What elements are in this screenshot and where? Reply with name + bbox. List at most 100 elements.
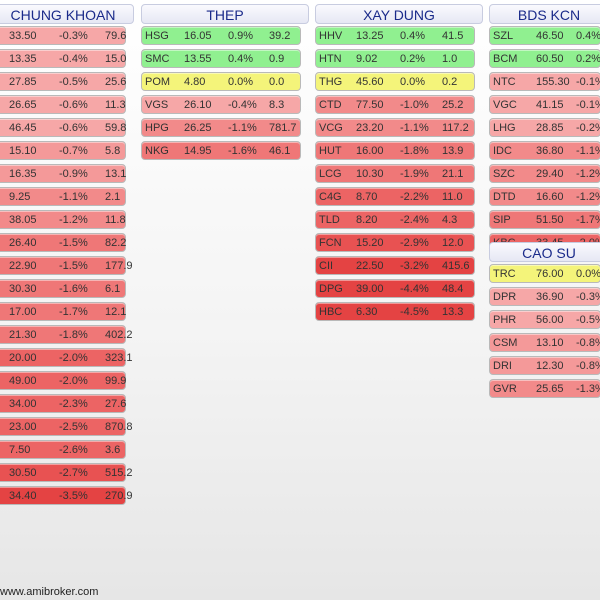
ticker-symbol: VGC (493, 99, 517, 111)
stock-row[interactable]: 9.25 -1.1% 2.1 (0, 187, 126, 206)
stock-row[interactable]: 21.30 -1.8% 402.2 (0, 325, 133, 344)
volume-value: 46.1 (269, 145, 291, 157)
ticker-symbol: LCG (319, 168, 342, 180)
volume-value: 402.2 (105, 329, 133, 341)
change-percent: -2.0% (59, 375, 88, 387)
stock-row[interactable]: CTD 77.50 -1.0% 25.2 (315, 95, 475, 114)
stock-row[interactable]: CSM 13.10 -0.8% (489, 333, 600, 352)
ticker-symbol: C4G (319, 191, 342, 203)
stock-row[interactable]: BCM 60.50 0.2% (489, 49, 600, 68)
stock-row[interactable]: 46.45 -0.6% 59.8 (0, 118, 126, 137)
price-value: 30.50 (9, 467, 37, 479)
ticker-symbol: SZL (493, 30, 514, 42)
change-percent: -3.2% (400, 260, 429, 272)
stock-row[interactable]: C4G 8.70 -2.2% 11.0 (315, 187, 475, 206)
volume-value: 8.3 (269, 99, 285, 111)
change-percent: -1.6% (228, 145, 257, 157)
ticker-symbol: CSM (493, 337, 518, 349)
change-percent: -1.1% (59, 191, 88, 203)
stock-row[interactable]: 22.90 -1.5% 177.9 (0, 256, 133, 275)
stock-row[interactable]: 13.35 -0.4% 15.0 (0, 49, 126, 68)
change-percent: -2.9% (400, 237, 429, 249)
stock-row[interactable]: 17.00 -1.7% 12.1 (0, 302, 126, 321)
price-value: 39.00 (356, 283, 384, 295)
stock-row[interactable]: 38.05 -1.2% 11.8 (0, 210, 126, 229)
stock-row[interactable]: 49.00 -2.0% 99.9 (0, 371, 126, 390)
change-percent: -0.1% (576, 76, 600, 88)
ticker-symbol: SZC (493, 168, 515, 180)
stock-row[interactable]: VGS 26.10 -0.4% 8.3 (141, 95, 301, 114)
stock-row[interactable]: IDC 36.80 -1.1% (489, 141, 600, 160)
volume-value: 13.1 (105, 168, 127, 180)
change-percent: 0.0% (228, 76, 254, 88)
stock-row[interactable]: LCG 10.30 -1.9% 21.1 (315, 164, 475, 183)
stock-row[interactable]: 15.10 -0.7% 5.8 (0, 141, 126, 160)
stock-row[interactable]: 30.50 -2.7% 515.2 (0, 463, 133, 482)
change-percent: -1.8% (59, 329, 88, 341)
stock-row[interactable]: HBC 6.30 -4.5% 13.3 (315, 302, 475, 321)
stock-row[interactable]: HUT 16.00 -1.8% 13.9 (315, 141, 475, 160)
stock-row[interactable]: LHG 28.85 -0.2% (489, 118, 600, 137)
stock-row[interactable]: 30.30 -1.6% 6.1 (0, 279, 126, 298)
price-value: 8.70 (356, 191, 378, 203)
stock-row[interactable]: DPR 36.90 -0.3% (489, 287, 600, 306)
change-percent: -0.6% (59, 122, 88, 134)
ticker-symbol: NTC (493, 76, 516, 88)
stock-row[interactable]: PHR 56.00 -0.5% (489, 310, 600, 329)
panel-header-chung-khoan: CHUNG KHOAN (0, 4, 134, 24)
stock-row[interactable]: 33.50 -0.3% 79.6 (0, 26, 126, 45)
stock-row[interactable]: POM 4.80 0.0% 0.0 (141, 72, 301, 91)
stock-row[interactable]: 27.85 -0.5% 25.6 (0, 72, 126, 91)
stock-row[interactable]: NTC 155.30 -0.1% (489, 72, 600, 91)
stock-row[interactable]: SZL 46.50 0.4% (489, 26, 600, 45)
stock-row[interactable]: SIP 51.50 -1.7% (489, 210, 600, 229)
stock-row[interactable]: 20.00 -2.0% 323.1 (0, 348, 133, 367)
stock-row[interactable]: THG 45.60 0.0% 0.2 (315, 72, 475, 91)
stock-row[interactable]: CII 22.50 -3.2% 415.6 (315, 256, 475, 275)
stock-row[interactable]: TLD 8.20 -2.4% 4.3 (315, 210, 475, 229)
change-percent: 0.2% (576, 53, 600, 65)
change-percent: 0.9% (228, 30, 254, 42)
ticker-symbol: VGS (145, 99, 169, 111)
change-percent: 0.0% (400, 76, 426, 88)
stock-row[interactable]: DPG 39.00 -4.4% 48.4 (315, 279, 475, 298)
volume-value: 870.8 (105, 421, 133, 433)
change-percent: -2.4% (400, 214, 429, 226)
stock-row[interactable]: DRI 12.30 -0.8% (489, 356, 600, 375)
stock-row[interactable]: FCN 15.20 -2.9% 12.0 (315, 233, 475, 252)
stock-row[interactable]: 16.35 -0.9% 13.1 (0, 164, 126, 183)
stock-row[interactable]: 7.50 -2.6% 3.6 (0, 440, 126, 459)
stock-row[interactable]: GVR 25.65 -1.3% (489, 379, 600, 398)
change-percent: 0.0% (576, 268, 600, 280)
stock-row[interactable]: NKG 14.95 -1.6% 46.1 (141, 141, 301, 160)
price-value: 9.25 (9, 191, 31, 203)
volume-value: 3.6 (105, 444, 121, 456)
stock-row[interactable]: VGC 41.15 -0.1% (489, 95, 600, 114)
stock-row[interactable]: HPG 26.25 -1.1% 781.7 (141, 118, 301, 137)
stock-row[interactable]: SZC 29.40 -1.2% (489, 164, 600, 183)
stock-row[interactable]: 26.65 -0.6% 11.3 (0, 95, 126, 114)
stock-row[interactable]: 34.40 -3.5% 270.9 (0, 486, 133, 505)
volume-value: 11.8 (105, 214, 126, 226)
ticker-symbol: HBC (319, 306, 343, 318)
stock-row[interactable]: DTD 16.60 -1.2% (489, 187, 600, 206)
stock-row[interactable]: VCG 23.20 -1.1% 117.2 (315, 118, 475, 137)
stock-row[interactable]: SMC 13.55 0.4% 0.9 (141, 49, 301, 68)
volume-value: 15.0 (105, 53, 127, 65)
stock-row[interactable]: 34.00 -2.3% 27.6 (0, 394, 126, 413)
price-value: 49.00 (9, 375, 37, 387)
stock-row[interactable]: HTN 9.02 0.2% 1.0 (315, 49, 475, 68)
stock-row[interactable]: 26.40 -1.5% 82.2 (0, 233, 126, 252)
price-value: 77.50 (356, 99, 384, 111)
stock-row[interactable]: 23.00 -2.5% 870.8 (0, 417, 133, 436)
ticker-symbol: CII (319, 260, 334, 272)
price-value: 30.30 (9, 283, 37, 295)
stock-row[interactable]: HHV 13.25 0.4% 41.5 (315, 26, 475, 45)
ticker-symbol: FCN (319, 237, 342, 249)
price-value: 4.80 (184, 76, 206, 88)
change-percent: -2.5% (59, 421, 88, 433)
stock-row[interactable]: TRC 76.00 0.0% (489, 264, 600, 283)
volume-value: 25.6 (105, 76, 127, 88)
stock-row[interactable]: HSG 16.05 0.9% 39.2 (141, 26, 301, 45)
volume-value: 177.9 (105, 260, 133, 272)
